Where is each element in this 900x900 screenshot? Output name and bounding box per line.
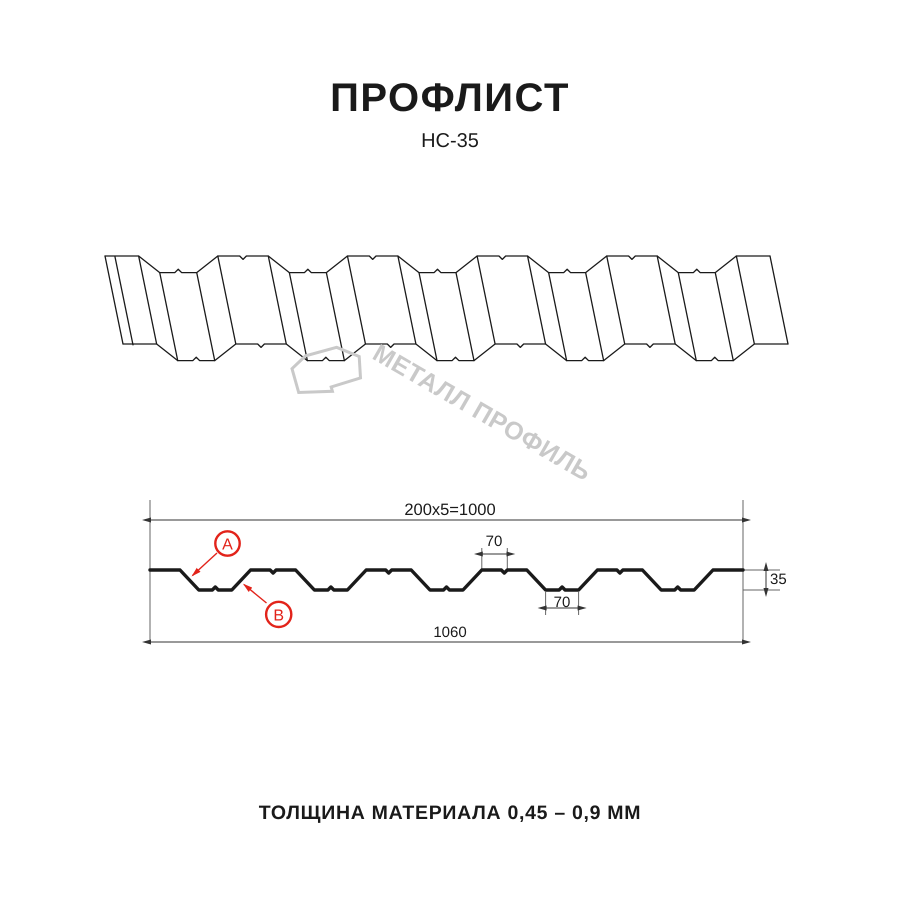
svg-text:МЕТАЛЛ ПРОФИЛЬ: МЕТАЛЛ ПРОФИЛЬ xyxy=(368,339,596,487)
